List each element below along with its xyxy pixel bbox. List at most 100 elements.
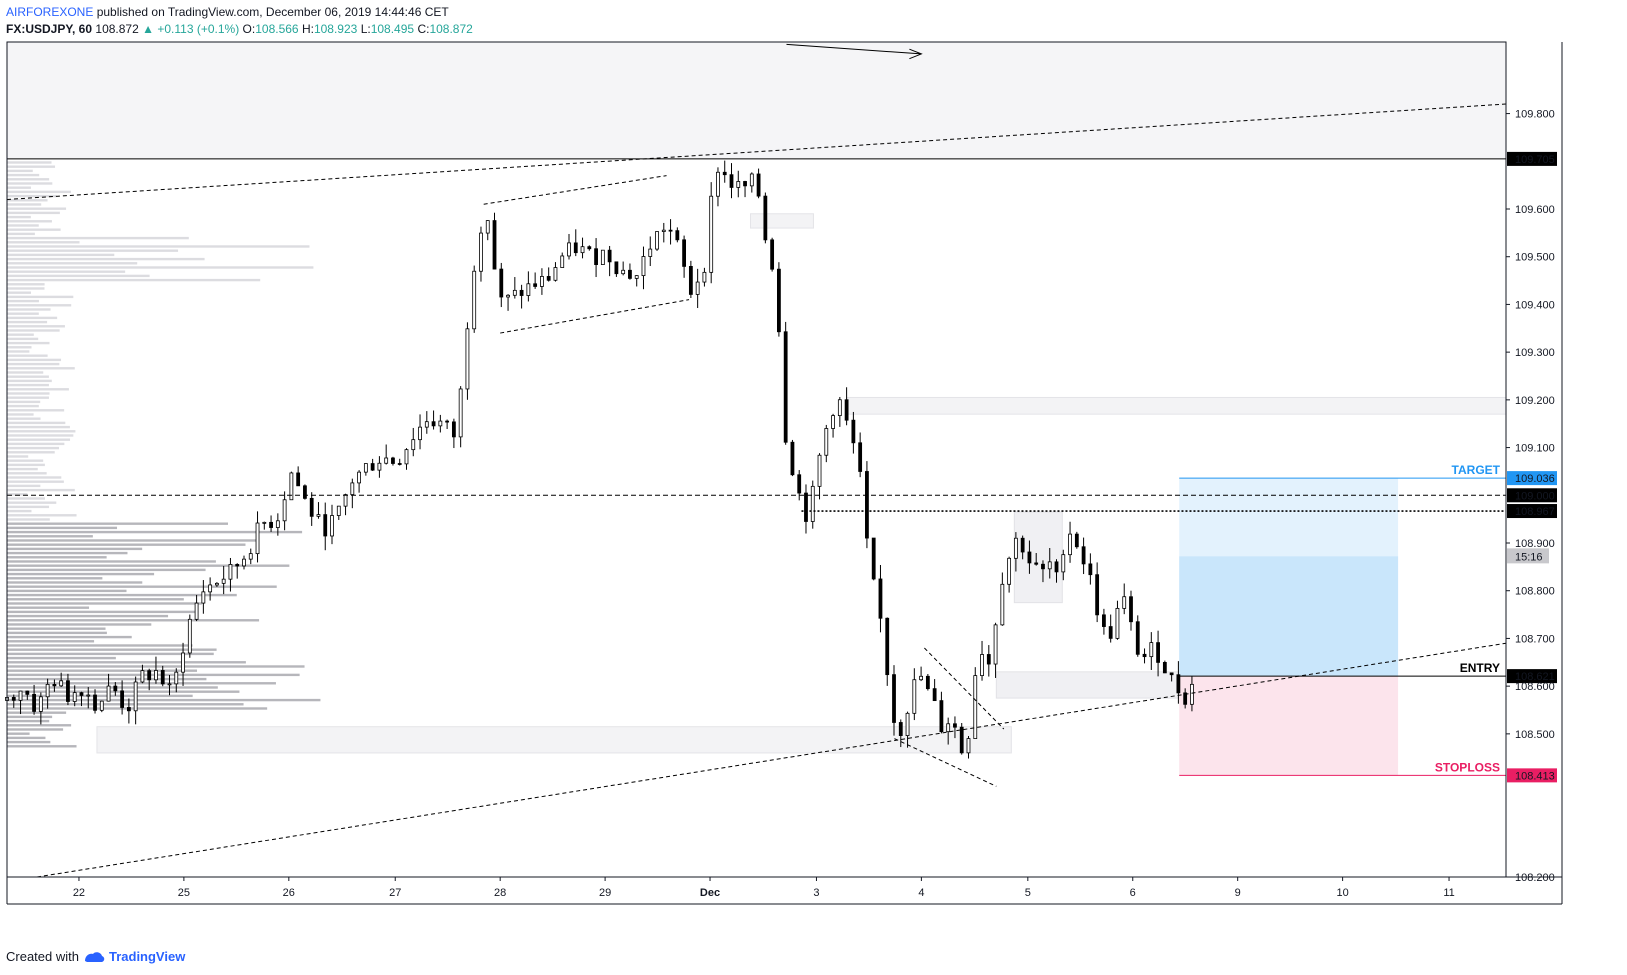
tradingview-link[interactable]: TradingView: [108, 949, 186, 964]
candle-body: [126, 707, 131, 712]
candle: [614, 261, 619, 277]
volume-profile-bar: [7, 409, 65, 412]
candle: [600, 249, 605, 265]
high-label: H:: [301, 22, 314, 36]
candle-body: [167, 683, 172, 686]
candle-body: [1115, 607, 1120, 639]
candle-body: [878, 578, 883, 619]
candle: [1135, 615, 1140, 657]
volume-profile-bar: [7, 224, 39, 227]
candle-body: [946, 723, 951, 733]
candle: [919, 666, 923, 682]
candle-body: [187, 618, 192, 654]
candle-body: [113, 685, 118, 692]
candle-body: [106, 685, 111, 702]
volume-profile-bar: [7, 299, 39, 303]
candle-body: [506, 294, 510, 298]
candle: [479, 226, 483, 282]
volume-profile-bar: [7, 711, 67, 714]
volume-profile-bar: [7, 585, 277, 588]
candle-body: [1135, 621, 1140, 655]
candle-body: [736, 181, 741, 188]
candle: [1027, 540, 1032, 574]
candle-body: [540, 276, 544, 287]
candle: [1129, 590, 1133, 631]
time-tick-label: 3: [813, 887, 819, 899]
candle: [804, 484, 808, 534]
candle-body: [1129, 596, 1133, 623]
volume-profile-bar: [7, 740, 51, 744]
volume-profile-bar: [7, 333, 34, 336]
tradingview-logo-icon: [84, 951, 105, 962]
volume-profile-bar: [7, 421, 66, 425]
candle-body: [11, 697, 16, 701]
time-axis[interactable]: 22 25 26 27 28 29 Dec 3 4 5 6 9 10 11: [6, 876, 1562, 905]
candle-body: [716, 171, 720, 197]
author-link[interactable]: AIRFOREXONE: [6, 5, 94, 19]
candle-body: [194, 602, 199, 620]
volume-profile-bar: [7, 287, 45, 290]
candle: [228, 557, 233, 592]
candle-body: [512, 289, 517, 296]
level-108967-price-tag: [1507, 504, 1557, 519]
candle-body: [688, 266, 693, 295]
candle-body: [25, 690, 30, 695]
candle: [458, 386, 463, 448]
candle: [1081, 537, 1086, 575]
candle: [817, 453, 822, 500]
price-change: +0.113 (+0.1%): [157, 22, 240, 36]
price-tick-label: 108.200: [1515, 872, 1555, 884]
candle-body: [1081, 546, 1086, 565]
candles: [5, 160, 1194, 759]
candle: [1054, 559, 1059, 583]
candle: [1047, 548, 1052, 579]
candle: [655, 231, 659, 251]
candle-body: [316, 514, 321, 517]
candle-body: [702, 271, 707, 283]
candle-body: [255, 522, 260, 555]
candle-body: [1013, 537, 1018, 559]
volume-profile-bar: [7, 358, 62, 362]
candle: [932, 679, 937, 702]
price-axis[interactable]: 109.705 109.036 109.000 108.967 108.621 108.4…: [1506, 42, 1563, 904]
candle-body: [445, 420, 450, 423]
candle: [986, 645, 991, 677]
time-tick-label: 10: [1336, 887, 1348, 899]
time-tick-label: 9: [1235, 887, 1241, 899]
candle: [824, 424, 829, 463]
candle-body: [458, 388, 463, 438]
candle-body: [790, 441, 795, 476]
level-109-price-text: 109.000: [1515, 490, 1555, 502]
candle-body: [363, 463, 368, 473]
symbol-name[interactable]: FX:USDJPY, 60: [6, 22, 93, 36]
candle: [756, 168, 761, 199]
symbol-legend: FX:USDJPY, 60 108.872 ▲ +0.113 (+0.1%) O…: [6, 22, 473, 36]
volume-profile-bar: [7, 698, 321, 702]
level-108967-price-text: 108.967: [1515, 506, 1555, 518]
candle-body: [783, 331, 788, 443]
candle-body: [377, 462, 382, 471]
candle-body: [275, 520, 280, 528]
publish-text: published on TradingView.com, December 0…: [96, 5, 449, 19]
candle: [946, 717, 951, 745]
volume-profile-bar: [7, 388, 69, 391]
open-label: O:: [242, 22, 256, 36]
volume-profile-bar: [7, 648, 217, 651]
price-chart[interactable]: TARGET ENTRY STOPLOSS 109.705 109.036 109.00…: [0, 0, 1627, 940]
candle-body: [831, 415, 835, 429]
candle: [1068, 521, 1072, 563]
candle: [1034, 553, 1039, 566]
volume-profile-bar: [7, 451, 55, 454]
volume-profile-bar: [7, 404, 39, 408]
time-tick-label: 26: [283, 887, 295, 899]
candle: [1108, 614, 1113, 643]
candle: [546, 267, 551, 282]
candle-body: [72, 692, 77, 702]
publish-info: AIRFOREXONE published on TradingView.com…: [6, 5, 449, 19]
candle: [1007, 556, 1012, 593]
candle-body: [885, 617, 890, 676]
volume-profile-bar: [7, 316, 58, 320]
candle: [628, 263, 632, 280]
candle: [330, 504, 334, 545]
candle: [1013, 532, 1018, 572]
